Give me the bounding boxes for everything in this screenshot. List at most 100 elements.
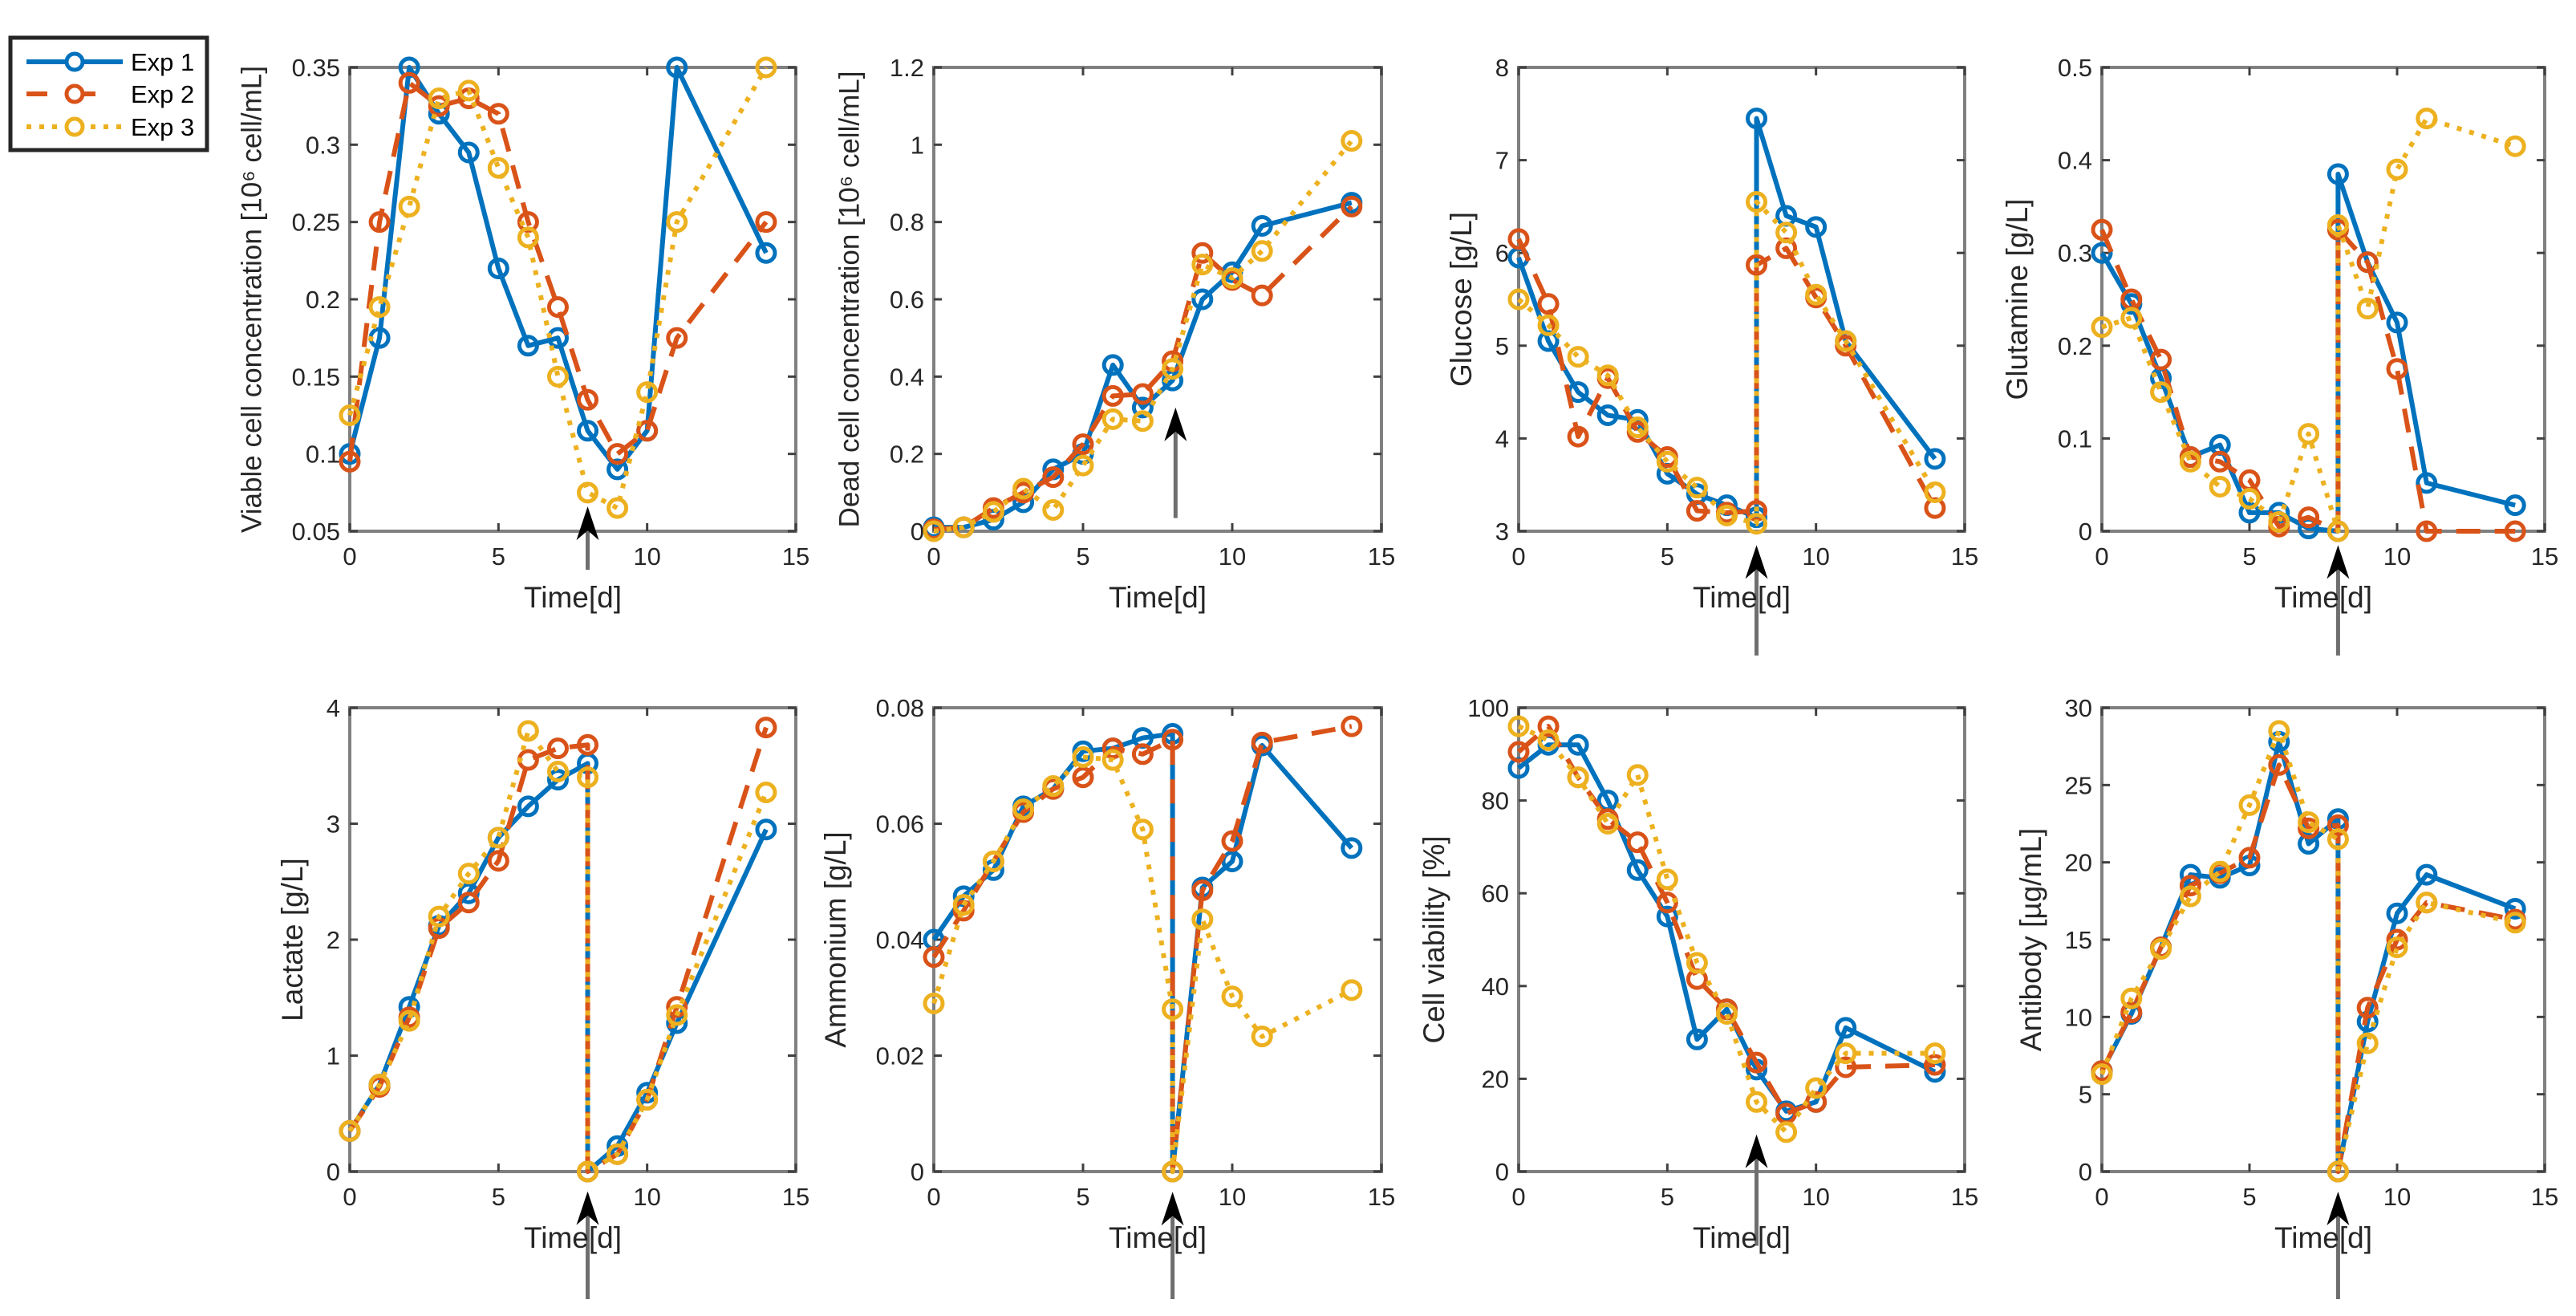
y-tick-label: 4 xyxy=(1495,424,1509,453)
data-point-exp-3 xyxy=(546,365,569,388)
y-tick-label: 8 xyxy=(1495,54,1509,82)
data-point-exp-3 xyxy=(2386,936,2408,959)
data-point-exp-3 xyxy=(1567,346,1589,368)
data-point-exp-2 xyxy=(1686,500,1708,522)
data-point-exp-3 xyxy=(2504,135,2526,157)
data-point-exp-3 xyxy=(1537,314,1560,336)
data-point-exp-3 xyxy=(1715,504,1738,526)
x-tick-label: 10 xyxy=(2383,1183,2411,1211)
data-point-exp-3 xyxy=(487,827,509,849)
axes-box xyxy=(348,706,797,1173)
data-point-exp-2 xyxy=(2356,251,2379,274)
y-tick-label: 1 xyxy=(911,131,924,159)
data-point-exp-1 xyxy=(577,420,599,442)
x-tick-label: 15 xyxy=(1368,542,1395,571)
data-point-exp-2 xyxy=(1507,228,1530,250)
data-point-exp-3 xyxy=(1131,818,1154,841)
data-point-exp-3 xyxy=(1596,813,1619,835)
data-point-exp-3 xyxy=(636,1088,659,1111)
series-line-exp-3 xyxy=(1517,199,1937,526)
data-point-exp-3 xyxy=(2238,794,2261,816)
x-tick-label: 15 xyxy=(1368,1183,1395,1211)
data-point-exp-1 xyxy=(2386,311,2408,334)
data-point-exp-3 xyxy=(428,905,450,928)
subplot-antibody: 0 5 10 15 20 25 30 0 5 10 15 Time[d] Antibody [µg/mL… xyxy=(2014,694,2558,1299)
y-tick-label: 3 xyxy=(1495,518,1509,546)
series-line-exp-3 xyxy=(1517,724,1935,1135)
x-axis-label: Time[d] xyxy=(2274,1221,2372,1254)
x-tick-label: 0 xyxy=(927,1183,940,1211)
x-tick-label: 0 xyxy=(2095,1183,2108,1211)
data-point-exp-2 xyxy=(2327,814,2349,836)
x-tick-label: 5 xyxy=(2242,1183,2256,1211)
data-point-exp-3 xyxy=(2356,1032,2379,1054)
axes-box xyxy=(348,66,797,533)
data-point-exp-3 xyxy=(1656,450,1678,473)
axes-box xyxy=(932,706,1383,1173)
y-axis-label: Cell viability [%] xyxy=(1418,835,1450,1043)
data-point-exp-2 xyxy=(2416,520,2438,542)
y-tick-label: 80 xyxy=(1482,787,1509,815)
data-point-exp-3 xyxy=(577,766,599,789)
data-point-exp-3 xyxy=(1162,358,1184,380)
data-point-exp-2 xyxy=(666,327,688,349)
data-point-exp-1 xyxy=(755,818,777,841)
data-point-exp-2 xyxy=(1746,1051,1768,1074)
data-point-exp-3 xyxy=(1746,1091,1768,1113)
y-tick-label: 40 xyxy=(1482,973,1509,1001)
y-tick-label: 0.2 xyxy=(306,286,340,314)
data-point-exp-3 xyxy=(1162,998,1184,1021)
data-point-exp-3 xyxy=(1131,410,1154,433)
series-line-exp-3 xyxy=(931,754,1353,1174)
data-point-exp-2 xyxy=(1341,715,1363,737)
data-point-exp-3 xyxy=(1101,408,1124,430)
series-line-exp-2 xyxy=(2099,762,2516,1174)
x-axis-label: Time[d] xyxy=(1693,1221,1791,1254)
x-axis-label: Time[d] xyxy=(1693,581,1791,614)
data-point-exp-3 xyxy=(636,381,659,404)
series-line-exp-1 xyxy=(1517,742,1937,1114)
data-point-exp-3 xyxy=(457,863,480,885)
y-tick-label: 0.05 xyxy=(292,518,340,546)
data-point-exp-3 xyxy=(398,1009,420,1032)
data-point-exp-3 xyxy=(1012,798,1035,820)
data-point-exp-3 xyxy=(2327,214,2349,237)
y-tick-label: 7 xyxy=(1495,147,1509,175)
data-point-exp-3 xyxy=(1042,499,1065,522)
axes-box xyxy=(932,66,1383,533)
y-tick-label: 10 xyxy=(2065,1003,2092,1031)
data-point-exp-3 xyxy=(2504,912,2526,934)
data-point-exp-3 xyxy=(2120,987,2143,1009)
y-tick-label: 0 xyxy=(2079,518,2092,546)
legend-marker-exp-2 xyxy=(64,83,85,104)
data-point-exp-3 xyxy=(1221,985,1243,1008)
feed-arrow-icon xyxy=(1745,1134,1768,1168)
y-tick-label: 20 xyxy=(2065,849,2092,877)
y-tick-label: 0.08 xyxy=(876,694,924,722)
y-tick-label: 1 xyxy=(327,1042,340,1070)
x-tick-label: 0 xyxy=(2095,542,2108,571)
data-point-exp-3 xyxy=(1251,1026,1273,1048)
data-point-exp-1 xyxy=(1686,1028,1708,1050)
x-tick-label: 10 xyxy=(2383,542,2411,571)
data-point-exp-1 xyxy=(1251,214,1273,237)
data-point-exp-2 xyxy=(577,733,599,756)
series-line-exp-1 xyxy=(1516,116,1937,520)
y-tick-label: 0.3 xyxy=(2058,239,2092,267)
x-tick-label: 15 xyxy=(1951,1183,1978,1211)
data-point-exp-1 xyxy=(1835,1017,1857,1039)
data-point-exp-2 xyxy=(2091,218,2113,241)
data-point-exp-3 xyxy=(1746,513,1768,535)
data-point-exp-3 xyxy=(2150,938,2172,961)
data-point-exp-2 xyxy=(2120,1001,2143,1024)
x-tick-label: 5 xyxy=(1661,542,1674,571)
data-point-exp-2 xyxy=(2386,928,2408,951)
y-tick-label: 0.4 xyxy=(2058,147,2092,175)
data-point-exp-3 xyxy=(2327,520,2349,542)
data-point-exp-3 xyxy=(1191,908,1214,931)
data-point-exp-2 xyxy=(577,388,599,411)
data-point-exp-2 xyxy=(1656,892,1678,914)
data-point-exp-3 xyxy=(1341,979,1363,1001)
y-axis-label: Dead cell concentration [10⁶ cell/mL] xyxy=(834,71,865,528)
data-point-exp-2 xyxy=(1251,731,1273,753)
